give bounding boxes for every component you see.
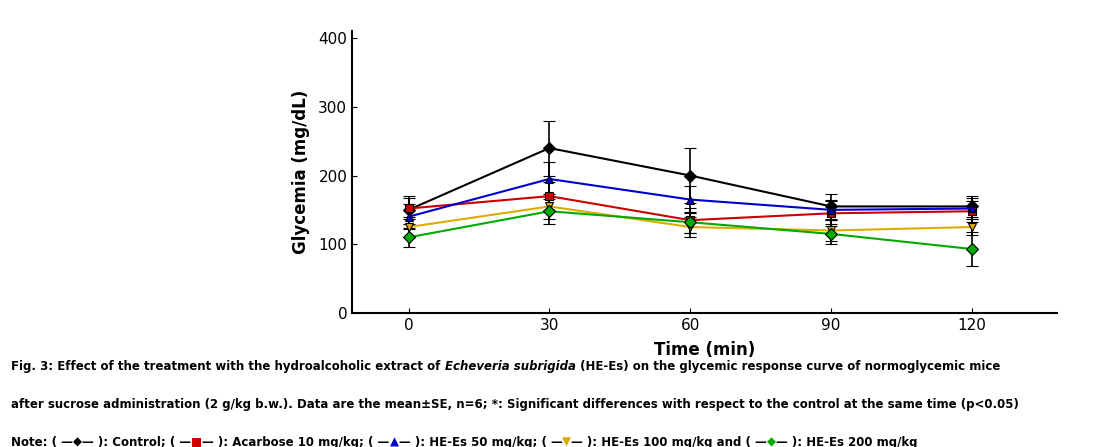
Text: ◆: ◆ xyxy=(73,436,82,447)
Text: — ): HE-Es 50 mg/kg; ( —: — ): HE-Es 50 mg/kg; ( — xyxy=(398,436,562,447)
Text: Note: ( —: Note: ( — xyxy=(11,436,73,447)
Text: — ): Control; ( —: — ): Control; ( — xyxy=(82,436,191,447)
Text: ▲: ▲ xyxy=(389,436,398,447)
Text: Fig. 3: Effect of the treatment with the hydroalcoholic extract of: Fig. 3: Effect of the treatment with the… xyxy=(11,360,445,373)
Text: ▼: ▼ xyxy=(562,436,571,447)
Text: — ): HE-Es 100 mg/kg and ( —: — ): HE-Es 100 mg/kg and ( — xyxy=(571,436,767,447)
Y-axis label: Glycemia (mg/dL): Glycemia (mg/dL) xyxy=(292,90,310,254)
X-axis label: Time (min): Time (min) xyxy=(654,341,755,359)
Text: Echeveria subrigida: Echeveria subrigida xyxy=(445,360,576,373)
Text: — ): Acarbose 10 mg/kg; ( —: — ): Acarbose 10 mg/kg; ( — xyxy=(202,436,389,447)
Text: — ): HE-Es 200 mg/kg: — ): HE-Es 200 mg/kg xyxy=(776,436,918,447)
Text: after sucrose administration (2 g/kg b.w.). Data are the mean±SE, n=6; *: Signif: after sucrose administration (2 g/kg b.w… xyxy=(11,398,1018,411)
Text: (HE-Es) on the glycemic response curve of normoglycemic mice: (HE-Es) on the glycemic response curve o… xyxy=(576,360,999,373)
Text: ■: ■ xyxy=(191,436,202,447)
Text: ◆: ◆ xyxy=(767,436,776,447)
